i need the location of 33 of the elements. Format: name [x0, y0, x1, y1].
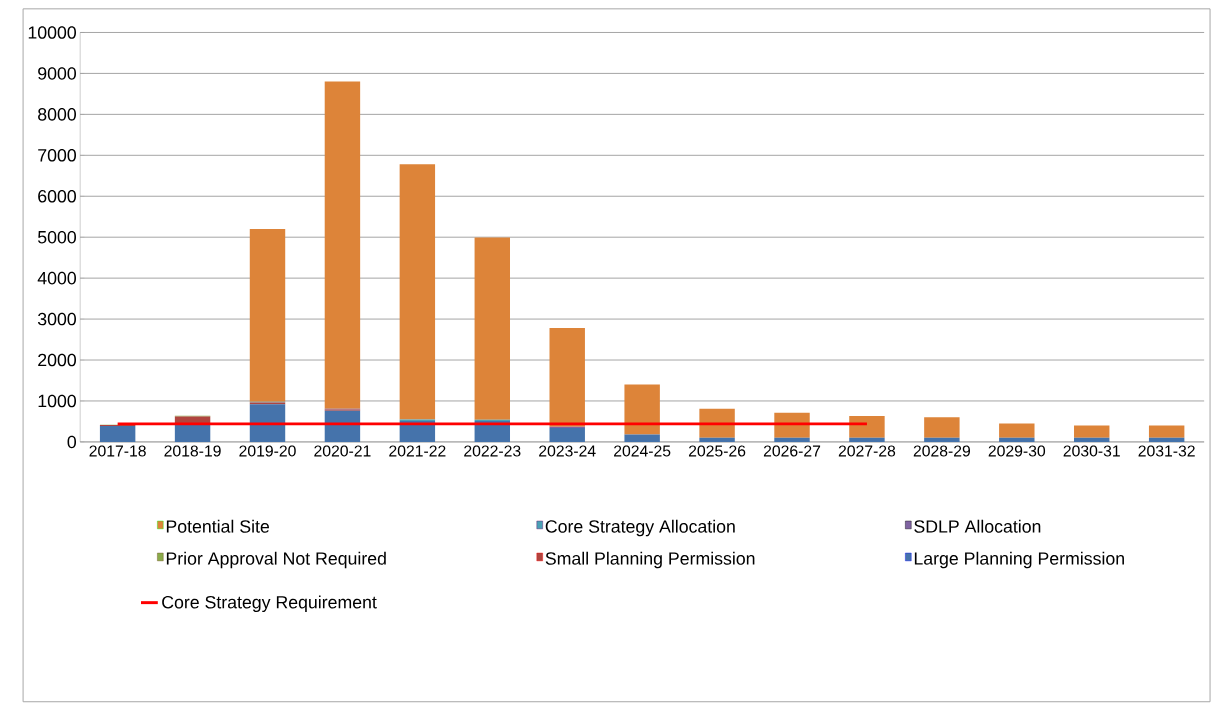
x-tick-label: 2023-24 — [539, 445, 596, 457]
legend-label: Core Strategy Allocation — [545, 519, 735, 537]
x-tick-label: 2019-20 — [239, 445, 296, 457]
x-tick-label: 2020-21 — [314, 445, 371, 457]
y-tick-label: 0 — [67, 435, 77, 449]
y-tick-label: 8000 — [38, 108, 76, 121]
y-tick-label: 2000 — [38, 353, 76, 367]
x-tick-label: 2021-22 — [389, 445, 446, 457]
x-tick-label: 2022-23 — [464, 445, 521, 457]
y-tick-label: 3000 — [37, 312, 76, 326]
legend-label: Potential Site — [166, 519, 270, 533]
legend-label: Large Planning Permission — [914, 551, 1124, 569]
legend-label: Prior Approval Not Required — [166, 551, 386, 569]
x-tick-label: 2031-32 — [1138, 445, 1195, 457]
y-tick-label: 1000 — [38, 394, 76, 408]
x-tick-label: 2030-31 — [1063, 445, 1120, 457]
y-tick-label: 6000 — [38, 190, 76, 203]
legend-label: SDLP Allocation — [914, 519, 1041, 533]
x-tick-label: 2017-18 — [89, 445, 146, 457]
y-tick-label: 9000 — [38, 67, 76, 80]
x-tick-label: 2028-29 — [913, 445, 971, 457]
x-tick-label: 2025-26 — [688, 445, 746, 457]
legend-label: Small Planning Permission — [545, 551, 755, 569]
x-tick-label: 2029-30 — [988, 445, 1046, 457]
y-tick-label: 10000 — [28, 26, 76, 39]
x-tick-label: 2026-27 — [763, 445, 821, 457]
y-tick-label: 7000 — [38, 149, 76, 162]
y-tick-label: 5000 — [37, 231, 76, 244]
x-tick-label: 2027-28 — [838, 445, 896, 457]
legend-label: Core Strategy Requirement — [162, 595, 377, 613]
x-tick-label: 2024-25 — [614, 445, 671, 457]
x-tick-label: 2018-19 — [164, 445, 221, 457]
y-tick-label: 4000 — [37, 272, 76, 285]
